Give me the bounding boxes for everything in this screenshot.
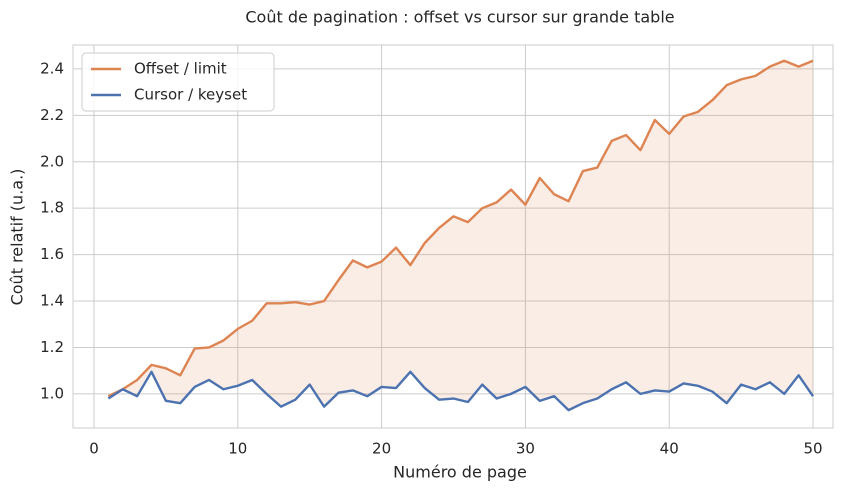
y-tick-label: 2.0 xyxy=(40,152,64,170)
chart-title: Coût de pagination : offset vs cursor su… xyxy=(245,8,674,27)
y-tick-label: 2.2 xyxy=(40,106,64,124)
y-tick-label: 1.2 xyxy=(40,338,64,356)
x-tick-label: 10 xyxy=(228,440,247,458)
legend-label: Cursor / keyset xyxy=(134,86,247,104)
legend: Offset / limit Cursor / keyset xyxy=(81,52,275,112)
x-tick-label: 0 xyxy=(89,440,99,458)
plot-frame xyxy=(72,44,834,429)
x-tick-label: 40 xyxy=(660,440,679,458)
y-tick-label: 1.8 xyxy=(40,199,64,217)
x-axis-label: Numéro de page xyxy=(393,463,527,482)
series-line xyxy=(107,370,814,412)
y-axis-label: Coût relatif (u.a.) xyxy=(8,169,27,306)
x-tick-label: 30 xyxy=(516,440,535,458)
y-tick-label: 1.0 xyxy=(40,384,64,402)
series-line xyxy=(107,59,814,398)
legend-label: Offset / limit xyxy=(134,60,227,78)
fill-between xyxy=(108,60,814,411)
x-tick-label: 50 xyxy=(803,440,822,458)
y-tick-label: 1.6 xyxy=(40,245,64,263)
y-tick-label: 2.4 xyxy=(40,59,64,77)
x-tick-label: 20 xyxy=(372,440,391,458)
legend-box xyxy=(81,52,275,112)
y-tick-label: 1.4 xyxy=(40,292,64,310)
